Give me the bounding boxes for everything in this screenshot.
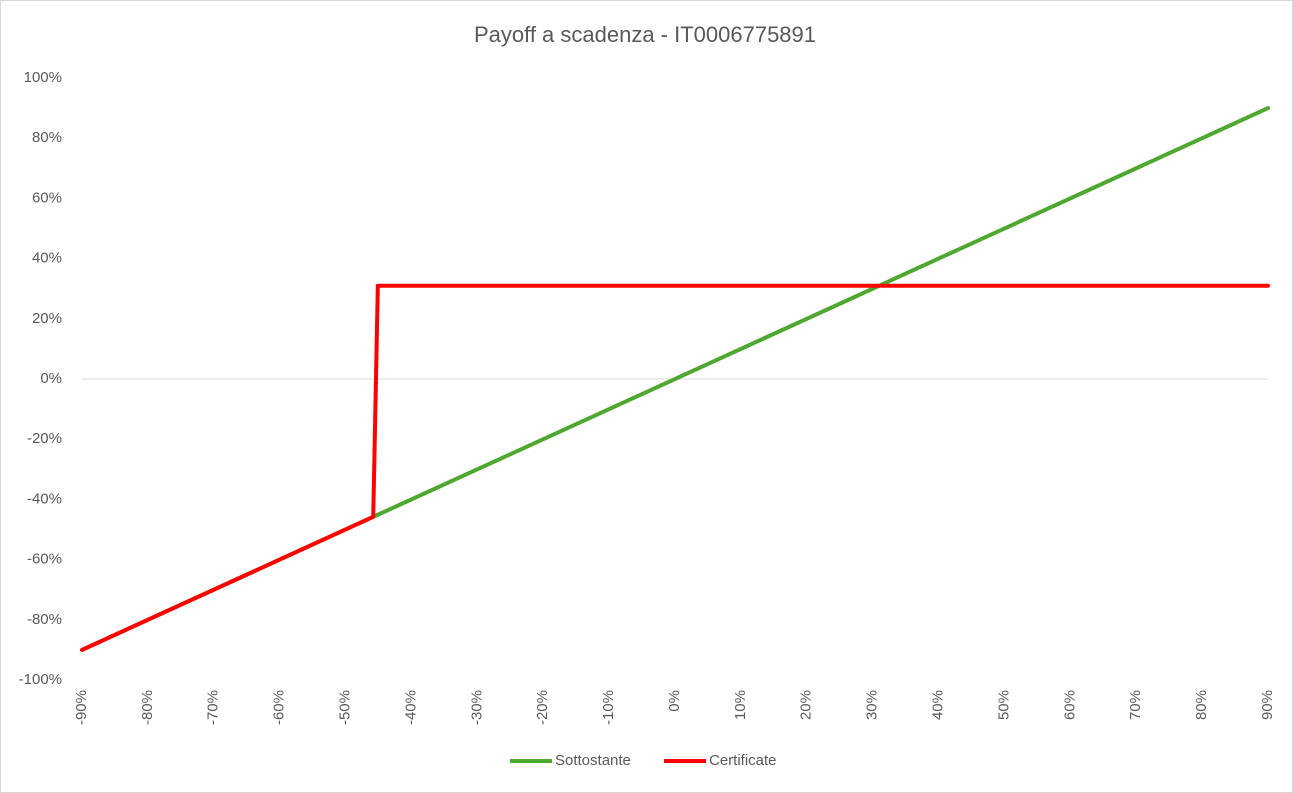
x-tick-label: -80% — [139, 690, 156, 725]
x-tick-label: -40% — [402, 690, 419, 725]
x-tick-label: 60% — [1061, 690, 1078, 720]
y-tick-label: -80% — [27, 611, 62, 628]
x-tick-label: 30% — [864, 690, 881, 720]
x-tick-label: -30% — [468, 690, 485, 725]
x-tick-label: 70% — [1127, 690, 1144, 720]
x-tick-label: -60% — [271, 690, 288, 725]
y-tick-label: -40% — [27, 490, 62, 507]
y-tick-label: 60% — [32, 189, 62, 206]
x-tick-label: -50% — [337, 690, 354, 725]
y-tick-label: 40% — [32, 250, 62, 267]
x-tick-label: 10% — [732, 690, 749, 720]
y-tick-label: 100% — [24, 69, 62, 86]
x-tick-label: 50% — [995, 690, 1012, 720]
x-tick-label: -20% — [534, 690, 551, 725]
legend-label: Certificate — [709, 752, 777, 769]
y-tick-label: -100% — [19, 671, 62, 688]
x-tick-label: 40% — [930, 690, 947, 720]
x-tick-label: -10% — [600, 690, 617, 725]
x-tick-label: -70% — [205, 690, 222, 725]
y-tick-label: -60% — [27, 551, 62, 568]
legend-label: Sottostante — [555, 752, 631, 769]
x-tick-label: 80% — [1193, 690, 1210, 720]
y-tick-label: 20% — [32, 310, 62, 327]
x-tick-label: 90% — [1259, 690, 1276, 720]
y-tick-label: 0% — [40, 370, 62, 387]
chart-title: Payoff a scadenza - IT0006775891 — [474, 22, 816, 47]
x-tick-label: 20% — [798, 690, 815, 720]
x-tick-label: 0% — [666, 690, 683, 712]
y-tick-label: 80% — [32, 129, 62, 146]
x-tick-label: -90% — [73, 690, 90, 725]
y-tick-label: -20% — [27, 430, 62, 447]
series-line — [80, 283, 1270, 652]
